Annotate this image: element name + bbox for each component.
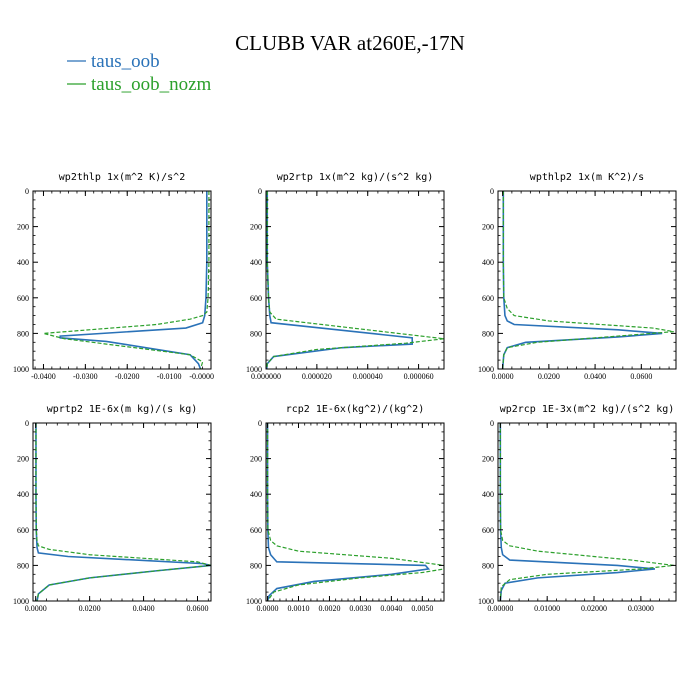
panel-wpthlp2: wpthlp2 1x(m K^2)/s 0 200 400 600 800 10000.00… (478, 172, 677, 381)
y-tick-label: 600 (17, 526, 29, 535)
y-tick-label: 200 (482, 455, 494, 464)
x-tick-label: 0.0600 (187, 604, 209, 613)
plot-frame (32, 190, 212, 370)
x-tick-label: 0.000020 (302, 372, 332, 381)
series-line-taus-oob (266, 191, 414, 369)
x-tick-label: 0.0040 (380, 604, 402, 613)
x-tick-label: 0.0200 (538, 372, 560, 381)
panel-title-wp2thlp: wp2thlp 1x(m^2 K)/s^2 (59, 172, 185, 183)
x-tick-label: 0.02000 (581, 604, 607, 613)
series-line-taus-oob-nozm (502, 191, 674, 369)
y-tick-label: 0 (25, 419, 29, 428)
y-tick-label: 400 (482, 258, 494, 267)
x-tick-label: 0.0050 (411, 604, 433, 613)
x-tick-label: 0.0200 (79, 604, 101, 613)
x-tick-label: 0.0030 (349, 604, 371, 613)
y-tick-label: 200 (17, 455, 29, 464)
y-tick-label: 200 (17, 223, 29, 232)
x-tick-label: 0.0010 (288, 604, 310, 613)
x-tick-label: 0.000060 (404, 372, 434, 381)
y-tick-label: 200 (250, 223, 262, 232)
y-tick-label: 0 (490, 419, 494, 428)
y-tick-label: 0 (258, 419, 262, 428)
x-tick-label: 0.0000 (25, 604, 47, 613)
y-tick-label: 400 (482, 490, 494, 499)
y-tick-label: 0 (25, 187, 29, 196)
x-tick-label: -0.0100 (157, 372, 182, 381)
series-line-taus-oob-nozm (499, 423, 674, 601)
y-tick-label: 800 (250, 329, 262, 338)
y-tick-label: 400 (17, 490, 29, 499)
x-tick-label: 0.03000 (628, 604, 654, 613)
y-tick-label: 1000 (246, 597, 262, 606)
series-line-taus-oob (501, 191, 663, 369)
legend-label-taus-oob-nozm: taus_oob_nozm (91, 74, 212, 95)
y-tick-label: 0 (258, 187, 262, 196)
x-tick-label: 0.000000 (251, 372, 281, 381)
series-line-taus-oob-nozm (266, 423, 444, 601)
x-tick-label: 0.0600 (630, 372, 652, 381)
x-tick-label: 0.000040 (353, 372, 383, 381)
y-tick-label: 600 (17, 294, 29, 303)
x-tick-label: -0.0300 (73, 372, 98, 381)
x-tick-label: 0.0400 (133, 604, 155, 613)
x-tick-label: -0.0000 (189, 372, 214, 381)
y-tick-label: 600 (482, 526, 494, 535)
figure-title: CLUBB VAR at260E,-17N (235, 31, 465, 55)
y-tick-label: 1000 (478, 597, 494, 606)
x-tick-label: 0.01000 (534, 604, 560, 613)
panel-rcp2: rcp2 1E-6x(kg^2)/(kg^2) 0 200 400 600 800 1000… (246, 404, 445, 613)
y-tick-label: 600 (250, 526, 262, 535)
y-tick-label: 400 (17, 258, 29, 267)
y-tick-label: 1000 (246, 365, 262, 374)
panel-title-wp2rtp: wp2rtp 1x(m^2 kg)/(s^2 kg) (277, 172, 434, 183)
x-tick-label: 0.0400 (584, 372, 606, 381)
panel-title-wp2rcp: wp2rcp 1E-3x(m^2 kg)/(s^2 kg) (500, 404, 675, 415)
series-line-taus-oob (499, 423, 655, 601)
plot-frame (265, 422, 445, 602)
panel-wp2thlp: wp2thlp 1x(m^2 K)/s^202004006008001000-0… (13, 172, 214, 381)
panel-title-rcp2: rcp2 1E-6x(kg^2)/(kg^2) (286, 404, 424, 415)
panels: wp2thlp 1x(m^2 K)/s^202004006008001000-0… (13, 172, 677, 613)
series-line-taus-oob-nozm (266, 191, 444, 369)
panel-wp2rtp: wp2rtp 1x(m^2 kg)/(s^2 kg) 0 200 400 600 800 1… (246, 172, 445, 381)
y-tick-label: 1000 (13, 597, 29, 606)
panel-wp2rcp: wp2rcp 1E-3x(m^2 kg)/(s^2 kg) 0 200 400 600 8… (478, 404, 677, 613)
x-tick-label: -0.0400 (31, 372, 56, 381)
series-line-taus-oob-nozm (43, 191, 210, 369)
y-tick-label: 1000 (478, 365, 494, 374)
y-tick-label: 800 (482, 561, 494, 570)
y-tick-label: 200 (250, 455, 262, 464)
series-line-taus-oob (266, 423, 431, 601)
y-tick-label: 400 (250, 490, 262, 499)
panel-wprtp2: wprtp2 1E-6x(m kg)/(s kg) 0 200 400 600 800 10… (13, 404, 212, 613)
y-tick-label: 200 (482, 223, 494, 232)
y-tick-label: 400 (250, 258, 262, 267)
y-tick-label: 800 (250, 561, 262, 570)
x-tick-label: -0.0200 (115, 372, 140, 381)
y-tick-label: 1000 (13, 365, 29, 374)
series-line-taus-oob (59, 191, 208, 369)
x-tick-label: 0.0000 (257, 604, 279, 613)
x-tick-label: 0.00000 (487, 604, 513, 613)
legend-label-taus-oob: taus_oob (91, 51, 160, 72)
y-tick-label: 600 (482, 294, 494, 303)
y-tick-label: 600 (250, 294, 262, 303)
x-tick-label: 0.0000 (492, 372, 514, 381)
x-tick-label: 0.0020 (318, 604, 340, 613)
legend: taus_oob taus_oob_nozm (67, 51, 212, 95)
panel-title-wpthlp2: wpthlp2 1x(m K^2)/s (530, 172, 644, 183)
panel-title-wprtp2: wprtp2 1E-6x(m kg)/(s kg) (47, 404, 198, 415)
y-tick-label: 800 (17, 561, 29, 570)
series-line-taus-oob-nozm (35, 423, 211, 601)
y-tick-label: 0 (490, 187, 494, 196)
y-tick-label: 800 (17, 329, 29, 338)
y-tick-label: 800 (482, 329, 494, 338)
